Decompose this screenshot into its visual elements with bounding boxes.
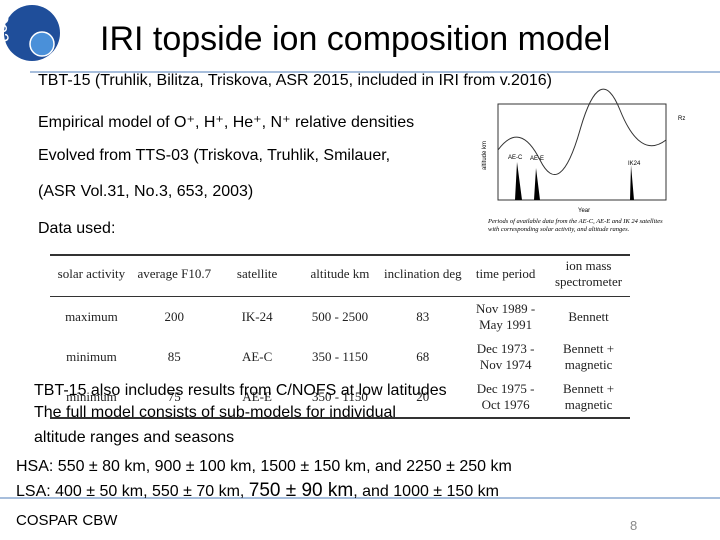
cell: IK-24: [241, 309, 273, 324]
solar-curve: [497, 88, 667, 175]
note: The full model consists of sub-models fo…: [34, 404, 396, 421]
cell: AE-E: [242, 389, 272, 404]
cell: 68: [416, 349, 430, 364]
lsa-line: LSA: 400 ± 50 km, 550 ± 70 km, 750 ± 90 …: [16, 480, 499, 502]
logo-globe: [29, 31, 55, 57]
fig-label: altitude km: [482, 141, 488, 170]
bullet: Empirical model of O⁺, H⁺, He⁺, N⁺ relat…: [38, 114, 415, 131]
cell: minimum: [66, 389, 117, 404]
fig-label: AE-C: [508, 155, 523, 161]
cell: Dec 1973 - Nov 1974: [476, 341, 535, 372]
cell: AE-C: [241, 349, 273, 364]
header-cell: inclination deg: [383, 266, 462, 281]
cell: Nov 1989 - May 1991: [476, 301, 536, 332]
cell: 20: [416, 389, 430, 404]
table-row: maximum 200 IK-24 500 - 2500 83 Nov 1989 - Ma…: [50, 297, 630, 338]
plot-frame: [497, 103, 667, 201]
fig-label: AE-E: [530, 156, 544, 162]
lsa-part: 750 ± 90 km: [248, 480, 354, 501]
cell: minimum: [66, 349, 117, 364]
cell: 350 - 1150: [312, 349, 368, 364]
page-number: 8: [630, 518, 638, 533]
title: IRI topside ion composition model: [100, 20, 611, 58]
lsa-part: , and 1000 ± 150 km: [353, 483, 499, 500]
fig-label: Rz: [678, 116, 685, 122]
cell: 85: [167, 349, 181, 364]
header-cell: solar activity: [57, 266, 126, 281]
figure: AE-C AE-E IK24 Year altitude km Rz: [482, 88, 685, 214]
cell: Dec 1975 - Oct 1976: [476, 381, 535, 412]
lsa-part: LSA: 400 ± 50 km, 550 ± 70 km,: [16, 483, 249, 500]
coverage-spikes: [515, 162, 634, 200]
header-cell: average F10.7: [137, 266, 212, 281]
header-cell: ion mass spectrometer: [554, 258, 623, 289]
cell: Bennett + magnetic: [563, 341, 615, 372]
table-row: minimum 85 AE-C 350 - 1150 68 Dec 1973 - Nov …: [50, 337, 630, 377]
table-row: minimum 75 AE-E 350 - 1150 20 Dec 1975 - Oct …: [50, 377, 630, 418]
fig-label: Year: [578, 208, 590, 214]
footer-left: COSPAR CBW: [16, 512, 118, 529]
hsa-line: HSA: 550 ± 80 km, 900 ± 100 km, 1500 ± 1…: [16, 458, 512, 475]
data-table: solar activity average F10.7 satellite alti…: [50, 254, 630, 419]
fig-label: IK24: [628, 161, 641, 167]
header-cell: altitude km: [310, 266, 370, 281]
header-cell: satellite: [236, 266, 278, 281]
cell: 350 - 1150: [312, 389, 368, 404]
cell: 500 - 2500: [311, 309, 369, 324]
header-cell: time period: [475, 266, 536, 281]
cell: Bennett: [568, 309, 609, 324]
bullet: (ASR Vol.31, No.3, 653, 2003): [38, 183, 254, 200]
cell: 75: [167, 389, 181, 404]
cell: maximum: [65, 309, 118, 324]
bullet: TBT-15 (Truhlik, Bilitza, Triskova, ASR …: [38, 72, 552, 89]
bullet: Evolved from TTS-03 (Triskova, Truhlik, …: [38, 147, 391, 164]
cell: 200: [164, 309, 185, 324]
bullet: Data used:: [38, 220, 116, 237]
cell: Bennett + magnetic: [563, 381, 615, 412]
note: altitude ranges and seasons: [34, 429, 235, 446]
note: TBT-15 also includes results from C/NOFS…: [34, 382, 447, 399]
figure-caption: Periods of available data from the AE-C,…: [488, 218, 663, 233]
cell: 83: [416, 309, 430, 324]
